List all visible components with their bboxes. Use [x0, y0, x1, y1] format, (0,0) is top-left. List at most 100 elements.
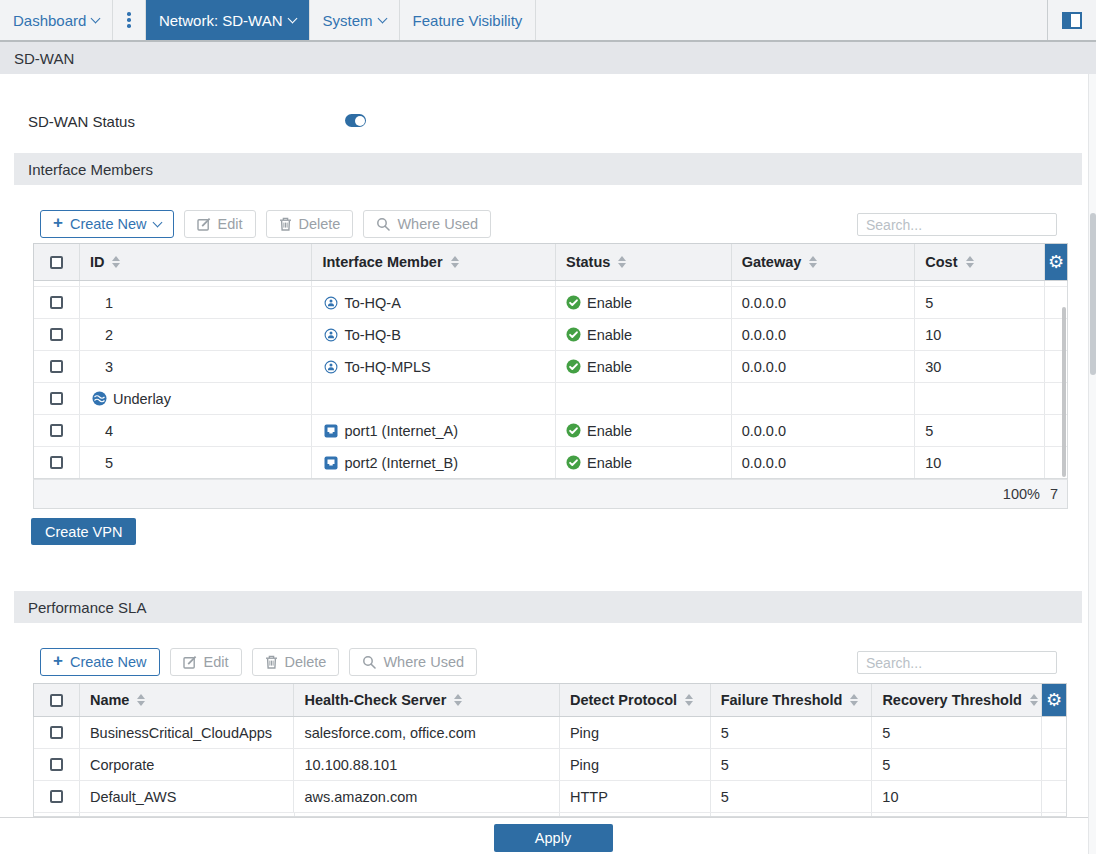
edit-icon: [183, 655, 197, 669]
column-header-id[interactable]: ID: [80, 244, 313, 280]
physical-port-icon: [324, 424, 338, 438]
sort-icon: [451, 256, 459, 268]
search-icon: [376, 217, 390, 231]
checkbox-icon: [50, 296, 63, 309]
zone-icon: [92, 391, 107, 406]
collapse-panel-icon: [1062, 12, 1082, 29]
plus-icon: +: [53, 651, 63, 671]
table-row[interactable]: 5 port2 (Internet_B) Enable 0.0.0.0 10: [34, 447, 1067, 479]
chevron-down-icon: [377, 13, 387, 23]
row-checkbox[interactable]: [34, 749, 80, 780]
table-settings-button[interactable]: ⚙: [1045, 244, 1067, 280]
table-header-row: ID Interface Member Status Gateway Cost …: [33, 243, 1068, 281]
table-row[interactable]: BusinessCritical_CloudApps salesforce.co…: [34, 717, 1066, 749]
tunnel-interface-icon: [324, 360, 338, 374]
tab-dashboard[interactable]: Dashboard: [0, 0, 113, 40]
table-row[interactable]: Default_AWS aws.amazon.com HTTP 5 10: [34, 781, 1066, 813]
page-scrollbar[interactable]: [1088, 74, 1096, 854]
apply-button[interactable]: Apply: [494, 824, 613, 852]
performance-sla-title: Performance SLA: [28, 599, 146, 616]
column-header-health-check-server[interactable]: Health-Check Server: [294, 684, 559, 716]
gear-icon: ⚙: [1048, 253, 1064, 271]
checkbox-icon: [50, 726, 63, 739]
apply-footer-bar: Apply: [0, 817, 1088, 854]
delete-button[interactable]: Delete: [252, 648, 340, 676]
table-body: BusinessCritical_CloudApps salesforce.co…: [33, 717, 1067, 817]
delete-button[interactable]: Delete: [266, 210, 354, 238]
status-enabled-icon: [566, 359, 581, 374]
interface-members-table: ID Interface Member Status Gateway Cost …: [33, 243, 1068, 509]
where-used-button[interactable]: Where Used: [349, 648, 477, 676]
row-checkbox[interactable]: [34, 717, 80, 748]
edit-button[interactable]: Edit: [184, 210, 256, 238]
row-checkbox[interactable]: [34, 447, 80, 478]
column-header-cost[interactable]: Cost: [915, 244, 1045, 280]
table-body: 1 To-HQ-A Enable 0.0.0.0 5 2 To-HQ-B Ena…: [33, 281, 1068, 479]
tab-dashboard-label: Dashboard: [13, 12, 86, 29]
status-enabled-icon: [566, 423, 581, 438]
physical-port-icon: [324, 456, 338, 470]
sort-icon: [850, 694, 858, 706]
sort-icon: [137, 694, 145, 706]
create-new-button[interactable]: +Create New: [40, 648, 160, 676]
checkbox-icon: [50, 256, 63, 269]
table-row[interactable]: Corporate 10.100.88.101 Ping 5 5: [34, 749, 1066, 781]
checkbox-icon: [50, 328, 63, 341]
column-header-detect-protocol[interactable]: Detect Protocol: [560, 684, 711, 716]
table-row[interactable]: 4 port1 (Internet_A) Enable 0.0.0.0 5: [34, 415, 1067, 447]
tab-feature-visibility-label: Feature Visibility: [413, 12, 523, 29]
select-all-checkbox[interactable]: [34, 684, 80, 716]
row-checkbox[interactable]: [34, 781, 80, 812]
tab-system[interactable]: System: [310, 0, 400, 40]
interface-members-search-input[interactable]: [857, 213, 1057, 236]
checkbox-icon: [50, 424, 63, 437]
performance-sla-toolbar: +Create New Edit Delete Where Used: [40, 648, 477, 676]
column-header-failure-threshold[interactable]: Failure Threshold: [711, 684, 873, 716]
more-menu-button[interactable]: [113, 0, 146, 40]
performance-sla-section-header: Performance SLA: [14, 591, 1082, 623]
performance-sla-search-input[interactable]: [857, 651, 1057, 674]
panel-toggle-button[interactable]: [1047, 0, 1096, 40]
table-scrollbar-thumb[interactable]: [1062, 307, 1066, 477]
sort-icon: [454, 694, 462, 706]
table-settings-button[interactable]: ⚙: [1042, 684, 1066, 716]
where-used-button[interactable]: Where Used: [363, 210, 491, 238]
tunnel-interface-icon: [324, 328, 338, 342]
sdwan-status-label: SD-WAN Status: [28, 113, 135, 130]
edit-button[interactable]: Edit: [170, 648, 242, 676]
table-row-count: 7: [1050, 486, 1058, 502]
checkbox-icon: [50, 790, 63, 803]
tab-feature-visibility[interactable]: Feature Visibility: [400, 0, 537, 40]
row-checkbox[interactable]: [34, 351, 80, 382]
column-header-recovery-threshold[interactable]: Recovery Threshold: [872, 684, 1042, 716]
row-checkbox[interactable]: [34, 319, 80, 350]
column-header-interface-member[interactable]: Interface Member: [312, 244, 556, 280]
create-new-button[interactable]: +Create New: [40, 210, 174, 238]
page-scrollbar-thumb[interactable]: [1090, 213, 1096, 375]
row-checkbox[interactable]: [34, 415, 80, 446]
create-vpn-button[interactable]: Create VPN: [31, 518, 136, 545]
select-all-checkbox[interactable]: [34, 244, 80, 280]
column-header-name[interactable]: Name: [80, 684, 295, 716]
sdwan-status-toggle[interactable]: [345, 114, 366, 127]
table-row-group-underlay[interactable]: Underlay: [34, 383, 1067, 415]
performance-sla-table: Name Health-Check Server Detect Protocol…: [33, 683, 1067, 817]
table-row[interactable]: 1 To-HQ-A Enable 0.0.0.0 5: [34, 287, 1067, 319]
row-checkbox[interactable]: [34, 281, 80, 286]
tab-network-sdwan[interactable]: Network: SD-WAN: [146, 0, 310, 40]
chevron-down-icon: [287, 13, 297, 23]
column-header-status[interactable]: Status: [556, 244, 732, 280]
sort-icon: [809, 256, 817, 268]
checkbox-icon: [50, 456, 63, 469]
table-row[interactable]: 2 To-HQ-B Enable 0.0.0.0 10: [34, 319, 1067, 351]
table-zoom-level: 100%: [1003, 486, 1040, 502]
table-row[interactable]: 3 To-HQ-MPLS Enable 0.0.0.0 30: [34, 351, 1067, 383]
status-enabled-icon: [566, 327, 581, 342]
row-checkbox[interactable]: [34, 287, 80, 318]
tab-network-sdwan-label: Network: SD-WAN: [159, 12, 283, 29]
column-header-gateway[interactable]: Gateway: [732, 244, 916, 280]
page-title: SD-WAN: [14, 50, 74, 67]
row-checkbox[interactable]: [34, 383, 80, 414]
status-enabled-icon: [566, 295, 581, 310]
tab-system-label: System: [323, 12, 373, 29]
